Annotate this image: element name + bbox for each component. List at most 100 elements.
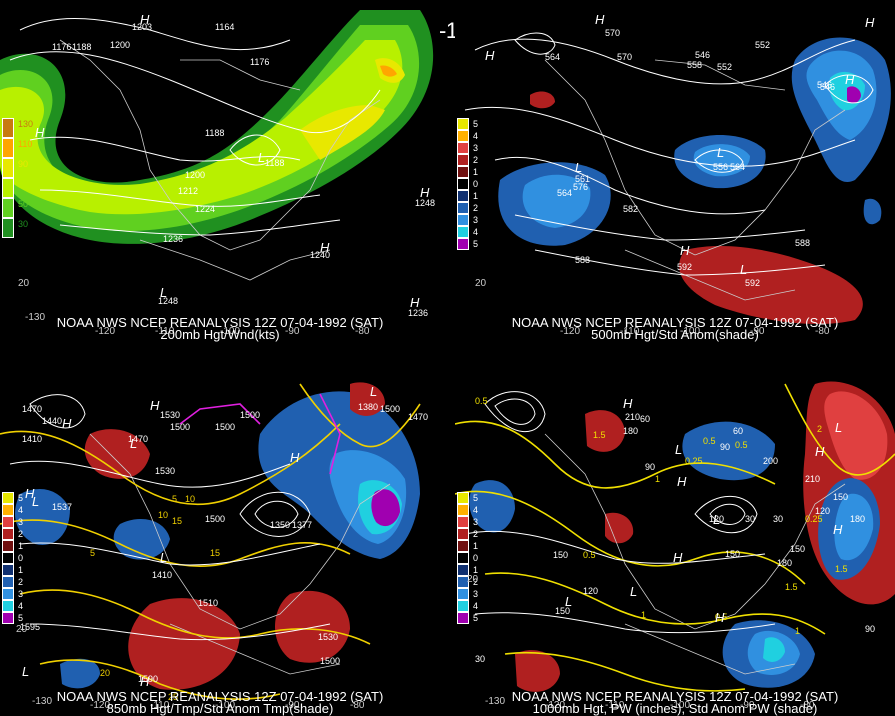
latitude-label: 20 xyxy=(16,624,28,635)
contour-label: 1500 xyxy=(380,404,401,414)
legend-label: 3 xyxy=(473,517,479,527)
contour-label: 576 xyxy=(573,182,589,192)
low-pressure-mark: L xyxy=(717,145,725,160)
legend-label: 3 xyxy=(18,589,24,599)
low-pressure-mark: L xyxy=(630,584,638,599)
contour-label: 546 xyxy=(820,82,836,92)
longitude-label: -120 xyxy=(560,326,581,337)
contour-label: 1530 xyxy=(318,632,339,642)
legend-swatch xyxy=(2,540,14,552)
legend-label: 3 xyxy=(18,517,24,527)
low-pressure-mark: L xyxy=(740,262,748,277)
contour-label: 150 xyxy=(725,549,741,559)
contour-label: 1470 xyxy=(128,434,149,444)
high-pressure-mark: H xyxy=(420,185,430,200)
contour-label: 1240 xyxy=(310,250,331,260)
legend-swatch xyxy=(2,528,14,540)
legend-swatch xyxy=(2,564,14,576)
contour-label: 1203 xyxy=(132,22,153,32)
legend-label: 0 xyxy=(473,179,479,189)
longitude-label: -100 xyxy=(220,326,241,337)
legend-swatch xyxy=(2,576,14,588)
legend-label: 1 xyxy=(473,167,479,177)
temperature-label: 15 xyxy=(172,516,183,526)
legend-label: 50 xyxy=(18,199,29,209)
temperature-label: 5 xyxy=(172,494,178,504)
contour-label: 570 xyxy=(605,28,621,38)
legend-label: 0 xyxy=(18,553,24,563)
longitude-label: -90 xyxy=(285,326,300,337)
anomaly-legend: 5 4 3 2 1 0 1 2 3 4 5 xyxy=(457,492,478,624)
contour-label: 1176 xyxy=(52,42,72,52)
legend-label: 5 xyxy=(473,613,479,623)
high-pressure-mark: H xyxy=(62,416,72,431)
contour-label: 1188 xyxy=(265,158,285,168)
legend-swatch xyxy=(457,154,469,166)
temperature-label: 20 xyxy=(100,668,111,678)
legend-label: 5 xyxy=(18,613,24,623)
legend-label: 1 xyxy=(18,541,24,551)
panel-200mb-height-wind: 130 110 90 70 50 30 1176 1188 1200 1203 1164 1176 1… xyxy=(0,0,440,342)
low-pressure-mark: L xyxy=(835,420,843,435)
legend-label: 3 xyxy=(473,143,479,153)
longitude-label: -130 xyxy=(485,696,506,707)
contour-label: 1212 xyxy=(178,186,199,196)
contour-label: 150 xyxy=(790,544,806,554)
high-pressure-mark: H xyxy=(320,240,330,255)
contour-label: 30 xyxy=(475,654,486,664)
legend-label: 130 xyxy=(18,119,34,129)
legend-label: 3 xyxy=(473,589,479,599)
legend-swatch xyxy=(2,588,14,600)
legend-label: 110 xyxy=(18,139,33,149)
longitude-label: -80 xyxy=(350,700,365,711)
pw-label: 1.5 xyxy=(835,564,848,574)
map-1000mb xyxy=(455,381,895,692)
low-pressure-mark: L xyxy=(565,594,573,609)
height-contours xyxy=(9,17,381,236)
legend-swatch xyxy=(2,600,14,612)
anomaly-shading xyxy=(469,381,895,692)
high-pressure-mark: H xyxy=(845,72,855,87)
contour-label: 1500 xyxy=(320,656,341,666)
latitude-label: 20 xyxy=(467,574,479,585)
longitude-label: -110 xyxy=(620,326,640,337)
contour-label: 564 xyxy=(557,188,573,198)
high-pressure-mark: H xyxy=(715,610,725,625)
pw-label: 0.5 xyxy=(583,550,596,560)
contour-label: 1470 xyxy=(22,404,43,414)
contour-label: 1224 xyxy=(195,204,216,214)
pw-label: 2 xyxy=(817,424,823,434)
anomaly-shading xyxy=(15,382,420,690)
longitude-label: -80 xyxy=(800,700,815,711)
height-contours xyxy=(464,391,776,634)
contour-label: 1236 xyxy=(408,308,429,318)
contour-label: 1530 xyxy=(155,466,176,476)
legend-swatch xyxy=(457,226,469,238)
low-pressure-mark: L xyxy=(575,160,583,175)
longitude-label: -100 xyxy=(215,700,236,711)
contour-label: 1248 xyxy=(415,198,436,208)
contour-label: 1500 xyxy=(215,422,236,432)
legend-label: 0 xyxy=(473,553,479,563)
longitude-label: -90 xyxy=(740,700,755,711)
pw-label: 1 xyxy=(795,626,801,636)
contour-label: 60 xyxy=(640,414,651,424)
contour-label: 1410 xyxy=(152,570,173,580)
legend-label: 1 xyxy=(473,191,479,201)
low-pressure-mark: L xyxy=(160,550,168,565)
high-pressure-mark: H xyxy=(485,48,495,63)
legend-swatch xyxy=(457,612,469,624)
legend-swatch xyxy=(2,198,14,218)
high-pressure-mark: H xyxy=(623,396,633,411)
legend-swatch xyxy=(2,178,14,198)
legend-label: 4 xyxy=(473,131,479,141)
low-pressure-mark: L xyxy=(32,494,40,509)
legend-label: 2 xyxy=(473,155,479,165)
caption-line-1: NOAA NWS NCEP REANALYSIS 12Z 07-04-1992 … xyxy=(511,689,839,704)
contour-label: 558 xyxy=(687,60,703,70)
high-pressure-mark: H xyxy=(595,12,605,27)
map-200mb xyxy=(0,10,434,281)
high-pressure-mark: H xyxy=(677,474,687,489)
legend-label: 2 xyxy=(473,529,479,539)
contour-label: 1500 xyxy=(205,514,226,524)
